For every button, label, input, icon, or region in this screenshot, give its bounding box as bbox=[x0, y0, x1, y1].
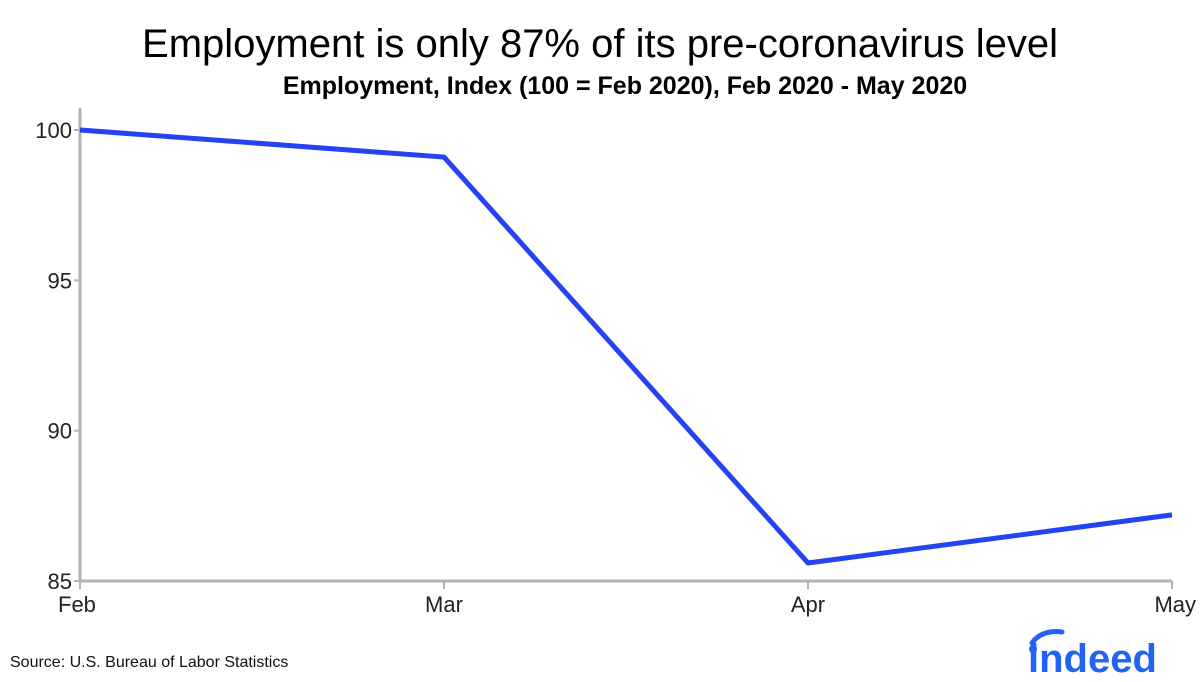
logo-dot-icon bbox=[1029, 645, 1037, 653]
chart-subtitle: Employment, Index (100 = Feb 2020), Feb … bbox=[282, 72, 968, 100]
x-tick-label: May bbox=[1154, 592, 1196, 617]
chart-title: Employment is only 87% of its pre-corona… bbox=[142, 22, 1058, 66]
y-tick-label: 85 bbox=[48, 569, 72, 594]
x-tick-label: Feb bbox=[58, 592, 96, 617]
series-line-employment bbox=[79, 127, 1173, 566]
y-tick-label: 100 bbox=[35, 118, 72, 143]
x-tick-label: Mar bbox=[425, 592, 463, 617]
chart-series bbox=[79, 127, 1173, 566]
source-note: Source: U.S. Bureau of Labor Statistics bbox=[10, 654, 289, 671]
logo-arc-icon bbox=[1029, 629, 1065, 646]
y-tick-label: 90 bbox=[48, 419, 72, 444]
indeed-logo: indeed bbox=[1028, 629, 1157, 676]
y-tick-label: 95 bbox=[48, 268, 72, 293]
logo-wordmark: indeed bbox=[1028, 637, 1157, 676]
chart-axes bbox=[78, 108, 1172, 583]
x-tick-label: Apr bbox=[791, 592, 825, 617]
